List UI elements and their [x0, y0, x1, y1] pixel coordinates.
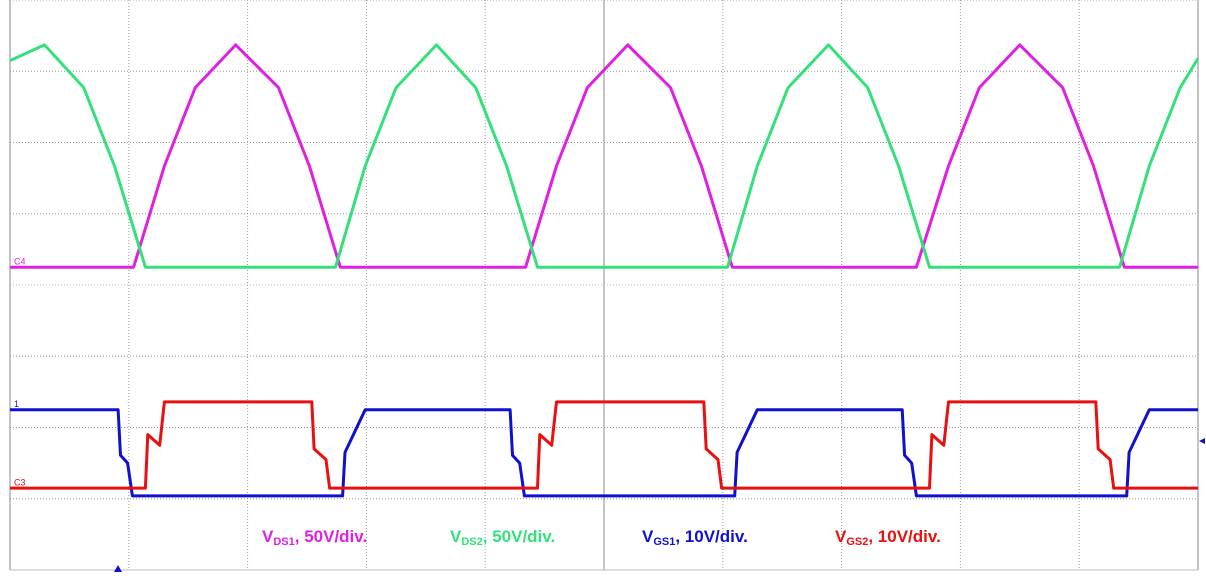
trace: [10, 400, 1198, 490]
trace: [10, 408, 1198, 498]
legend-entry: VGS1, 10V/div.: [642, 527, 748, 547]
legend-text: GS1: [653, 536, 675, 548]
legend-text: GS2: [846, 536, 868, 548]
channel-label: 1: [14, 399, 19, 409]
legend-text: V: [835, 527, 847, 546]
traces: C4 1 C3: [9, 43, 1200, 498]
legend-text: , 50V/div.: [483, 527, 555, 546]
level-marker: [1199, 438, 1205, 444]
trace: [9, 43, 1200, 269]
legend-text: , 50V/div.: [295, 527, 367, 546]
legend-text: , 10V/div.: [675, 527, 747, 546]
legend-text: , 10V/div.: [868, 527, 940, 546]
grid: [9, 0, 1199, 571]
legend-entry: VDS1, 50V/div.: [262, 527, 367, 547]
legend-text: DS2: [461, 536, 482, 548]
legend-entry: VDS2, 50V/div.: [450, 527, 555, 547]
legend: VDS1, 50V/div. VDS2, 50V/div. VGS1, 10V/di…: [262, 527, 941, 547]
legend-text: V: [642, 527, 654, 546]
legend-text: V: [450, 527, 462, 546]
trace: [10, 43, 1198, 269]
trigger-marker: [114, 565, 122, 572]
legend-text: V: [262, 527, 274, 546]
channel-label: C3: [14, 477, 26, 487]
legend-text: DS1: [273, 536, 294, 548]
legend-entry: VGS2, 10V/div.: [835, 527, 941, 547]
channel-label: C4: [14, 257, 26, 267]
